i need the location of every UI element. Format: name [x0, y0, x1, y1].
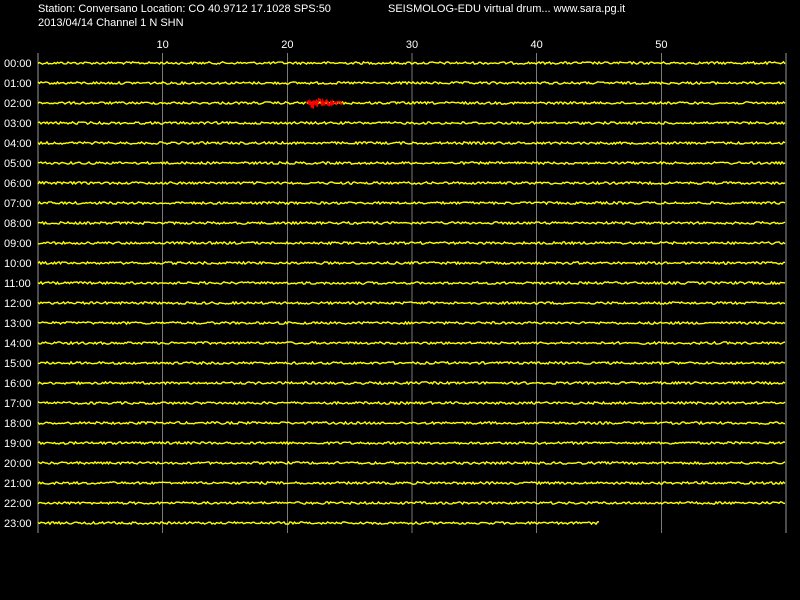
row-label: 18:00 — [4, 418, 32, 430]
x-tick-label: 50 — [655, 39, 667, 51]
trace-line — [37, 420, 786, 426]
row-label: 05:00 — [4, 158, 32, 170]
row-label: 10:00 — [4, 258, 32, 270]
event-trace — [305, 97, 344, 109]
row-label: 23:00 — [4, 518, 32, 530]
trace-line — [37, 360, 786, 366]
trace-line — [37, 160, 786, 166]
row-label: 11:00 — [4, 278, 31, 290]
trace-line — [37, 180, 786, 186]
trace-line — [37, 60, 786, 66]
row-label: 04:00 — [4, 138, 32, 150]
row-label: 16:00 — [4, 378, 32, 390]
trace-line — [37, 220, 786, 226]
row-label: 00:00 — [4, 58, 32, 70]
row-label: 20:00 — [4, 458, 32, 470]
trace-line — [37, 500, 786, 506]
trace-line — [37, 200, 786, 206]
row-label: 06:00 — [4, 178, 32, 190]
row-label: 19:00 — [4, 438, 32, 450]
trace-line — [37, 340, 786, 346]
trace-line — [37, 320, 786, 326]
trace-line — [37, 440, 786, 446]
x-tick-label: 10 — [157, 39, 169, 51]
x-tick-label: 40 — [531, 39, 543, 51]
trace-line — [37, 400, 786, 406]
row-label: 08:00 — [4, 218, 32, 230]
row-label: 12:00 — [4, 298, 32, 310]
trace-line — [37, 120, 786, 126]
row-label: 21:00 — [4, 478, 32, 490]
trace-line — [37, 460, 786, 466]
row-label: 03:00 — [4, 118, 32, 130]
row-label: 15:00 — [4, 358, 32, 370]
trace-line — [37, 240, 786, 246]
date-channel-info: 2013/04/14 Channel 1 N SHN — [38, 17, 184, 29]
row-label: 09:00 — [4, 238, 32, 250]
trace-line — [37, 380, 786, 386]
row-label: 22:00 — [4, 498, 32, 510]
trace-line — [37, 140, 786, 146]
trace-line — [37, 300, 786, 306]
trace-line — [37, 480, 786, 486]
trace-line — [37, 100, 786, 106]
row-label: 07:00 — [4, 198, 32, 210]
row-label: 13:00 — [4, 318, 32, 330]
x-tick-label: 30 — [406, 39, 418, 51]
x-tick-label: 20 — [281, 39, 293, 51]
row-label: 01:00 — [4, 78, 32, 90]
row-label: 17:00 — [4, 398, 32, 410]
trace-line — [37, 280, 786, 286]
trace-line — [37, 80, 786, 86]
app-title: SEISMOLOG-EDU virtual drum... www.sara.p… — [388, 3, 626, 15]
trace-line — [37, 520, 600, 526]
trace-line — [37, 260, 786, 266]
row-label: 02:00 — [4, 98, 32, 110]
station-info: Station: Conversano Location: CO 40.9712… — [38, 3, 331, 15]
row-label: 14:00 — [4, 338, 32, 350]
